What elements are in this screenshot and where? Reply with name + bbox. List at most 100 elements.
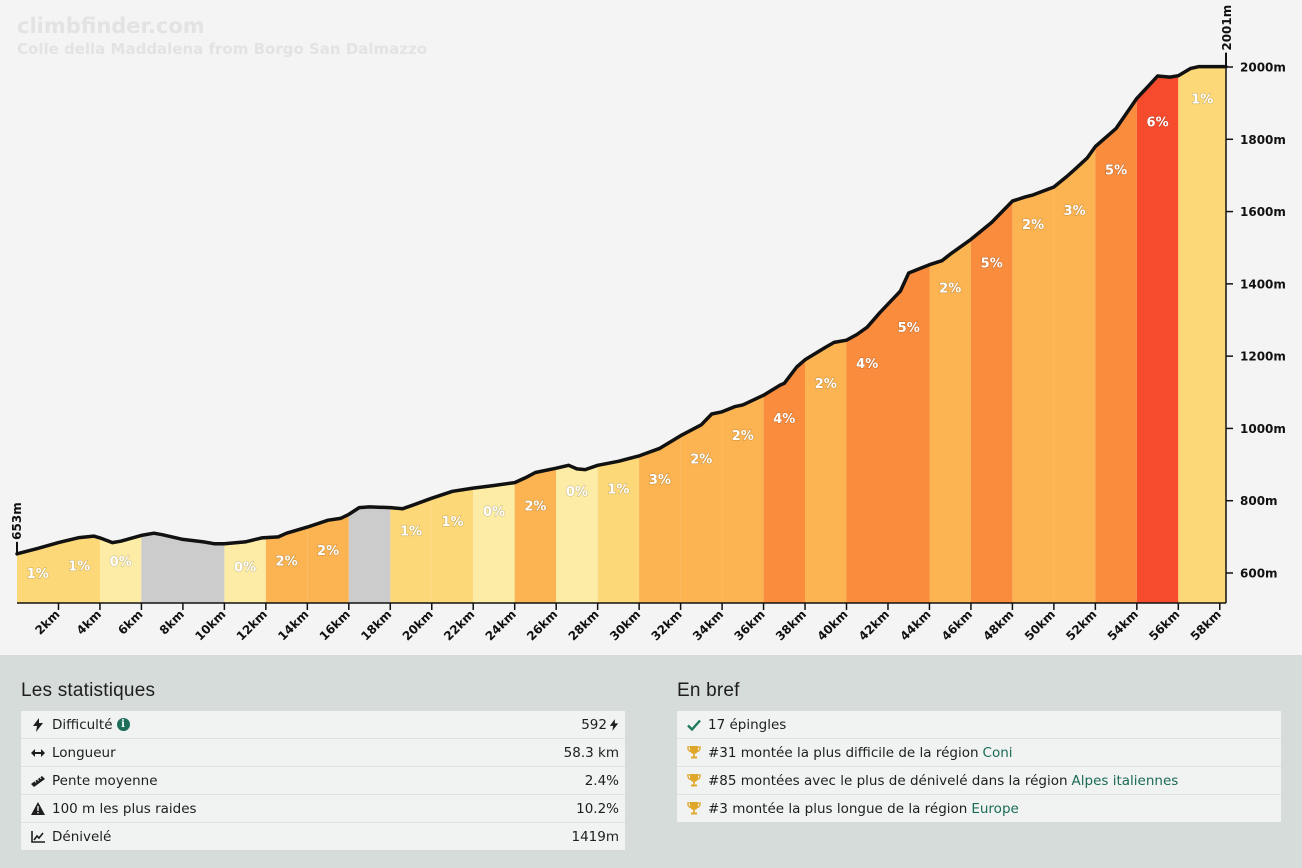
profile-line xyxy=(15,64,1228,556)
warning-icon xyxy=(31,802,45,816)
x-tick-label: 12km xyxy=(234,607,270,643)
grade-label: 5% xyxy=(981,256,1003,271)
y-tick-label: 1400m xyxy=(1240,277,1286,291)
stats-panel: Les statistiques Difficulté i 592 Longue… xyxy=(21,677,625,850)
x-tick-label: 44km xyxy=(897,607,933,643)
grade-label: 1% xyxy=(27,567,49,582)
x-tick-label: 58km xyxy=(1188,607,1224,643)
summary-text: #31 montée la plus difficile de la régio… xyxy=(708,744,979,761)
grade-segment-14 xyxy=(597,455,640,603)
stat-value-group: 592 xyxy=(581,717,619,733)
x-tick-label: 28km xyxy=(566,607,602,643)
x-tick-label: 38km xyxy=(773,607,809,643)
stat-row-steepest: 100 m les plus raides 10.2% xyxy=(21,795,625,823)
x-tick-label: 54km xyxy=(1105,607,1141,643)
grade-label: 6% xyxy=(1147,115,1169,130)
x-tick-label: 2km xyxy=(32,607,62,637)
grade-segment-7 xyxy=(307,514,349,603)
trophy-icon xyxy=(687,746,701,760)
grade-segment-6 xyxy=(265,527,308,603)
region-link-alpes-italiennes[interactable]: Alpes italiennes xyxy=(1071,772,1179,789)
grade-segment-8 xyxy=(348,506,391,603)
grade-segment-4 xyxy=(141,533,225,603)
x-tick-label: 24km xyxy=(483,607,519,643)
x-tick-label: 20km xyxy=(400,607,436,643)
y-tick-label: 1800m xyxy=(1240,133,1286,147)
stat-label: Dénivelé xyxy=(52,828,112,845)
grade-segment-19 xyxy=(805,340,847,603)
grade-segment-22 xyxy=(929,239,971,603)
grade-label: 1% xyxy=(607,482,629,497)
summary-text: 17 épingles xyxy=(708,716,787,733)
x-tick-label: 8km xyxy=(157,607,187,637)
x-tick-label: 46km xyxy=(939,607,975,643)
x-tick-label: 32km xyxy=(649,607,685,643)
grade-segment-5 xyxy=(224,537,266,603)
grade-label: 2% xyxy=(939,282,961,297)
region-link-coni[interactable]: Coni xyxy=(982,744,1013,761)
grade-label: 1% xyxy=(68,560,90,575)
region-link-europe[interactable]: Europe xyxy=(971,800,1019,817)
x-tick-label: 34km xyxy=(690,607,726,643)
stat-row-elevation-gain: Dénivelé 1419m xyxy=(21,823,625,850)
grade-segment-9 xyxy=(390,498,432,603)
grade-segment-27 xyxy=(1136,75,1179,603)
grade-label: 3% xyxy=(649,473,671,488)
x-tick-label: 52km xyxy=(1063,607,1099,643)
x-tick-label: 16km xyxy=(317,607,353,643)
grade-segment-13 xyxy=(556,465,598,603)
summary-row-rank-elevation: #85 montées avec le plus de dénivelé dan… xyxy=(677,767,1281,795)
grade-segment-16 xyxy=(680,411,723,603)
stats-table: Difficulté i 592 Longueur 58.3 km Pente … xyxy=(21,711,625,850)
summary-text: #3 montée la plus longue de la région xyxy=(708,800,968,817)
grade-label: 4% xyxy=(856,357,878,372)
grade-label: 2% xyxy=(815,377,837,392)
elevation-chart-area: climbfinder.com Colle della Maddalena fr… xyxy=(10,4,1286,644)
stat-label: 100 m les plus raides xyxy=(52,800,197,817)
grade-segment-18 xyxy=(763,359,805,603)
x-tick-label: 30km xyxy=(607,607,643,643)
summary-row-rank-length: #3 montée la plus longue de la région Eu… xyxy=(677,795,1281,822)
x-tick-label: 40km xyxy=(814,607,850,643)
grade-label: 2% xyxy=(690,453,712,468)
trophy-icon xyxy=(687,774,701,788)
y-tick-label: 1600m xyxy=(1240,205,1286,219)
x-tick-label: 6km xyxy=(115,607,145,637)
stat-value: 10.2% xyxy=(576,800,619,817)
x-tick-label: 36km xyxy=(731,607,767,643)
summary-list: 17 épingles #31 montée la plus difficile… xyxy=(677,711,1281,822)
info-icon[interactable]: i xyxy=(116,718,130,731)
x-tick-label: 56km xyxy=(1146,607,1182,643)
grade-label: 0% xyxy=(483,505,505,520)
grade-segment-17 xyxy=(722,395,764,603)
stats-title: Les statistiques xyxy=(21,680,156,701)
grade-segment-12 xyxy=(514,468,557,603)
chart-line-icon xyxy=(31,830,45,844)
check-icon xyxy=(687,718,701,732)
grade-label: 2% xyxy=(732,429,754,444)
elevation-profile-chart: climbfinder.com Colle della Maddalena fr… xyxy=(10,5,1286,644)
grade-segment-2 xyxy=(58,536,100,603)
x-tick-label: 48km xyxy=(980,607,1016,643)
ruler-icon xyxy=(31,774,45,788)
stat-label: Pente moyenne xyxy=(52,772,158,789)
grade-segment-11 xyxy=(473,482,515,603)
bolt-icon xyxy=(609,718,619,731)
x-tick-label: 14km xyxy=(275,607,311,643)
x-tick-label: 50km xyxy=(1022,607,1058,643)
trophy-icon xyxy=(687,802,701,816)
grade-label: 5% xyxy=(898,321,920,336)
y-tick-label: 2000m xyxy=(1240,61,1286,75)
grade-labels: 1% 1% 0% 0% 2% 2% 1% 1% 0% 2% 0% 1% 3% 2% 2% 4% 2% 4% 5% 2%… xyxy=(26,92,1214,583)
grade-label: 4% xyxy=(773,412,795,427)
grade-segment-23 xyxy=(970,201,1013,603)
summary-row-rank-difficulty: #31 montée la plus difficile de la régio… xyxy=(677,739,1281,767)
profile-line-layer xyxy=(15,64,1228,556)
summary-title: En bref xyxy=(677,680,740,701)
grade-segment-21 xyxy=(888,264,930,603)
grade-segments xyxy=(17,66,1226,604)
grade-label: 2% xyxy=(317,544,339,559)
start-elevation-label: 653m xyxy=(10,502,24,540)
stat-value: 1419m xyxy=(571,828,619,845)
stat-value: 2.4% xyxy=(584,772,619,789)
